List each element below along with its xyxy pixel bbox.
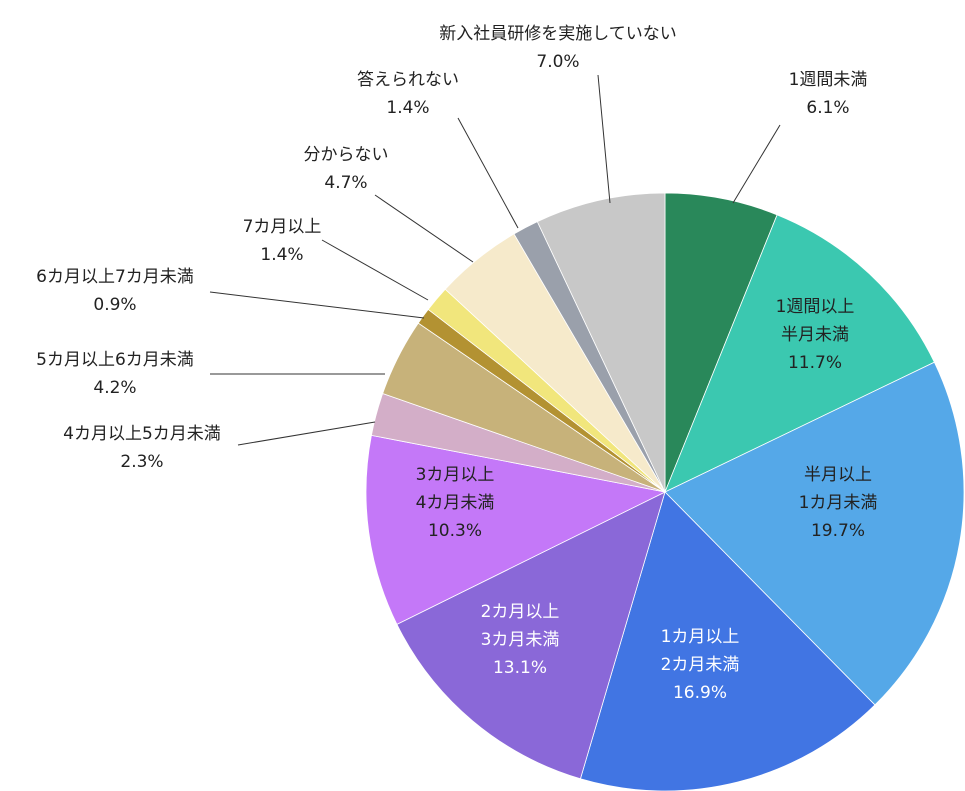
slice-label: 答えられない 1.4% <box>357 70 459 118</box>
slice-labels: 1週間未満 6.1% 1週間以上半月未満 11.7% 半月以上 1カ月未満 19.7% 1カ月… <box>36 24 877 703</box>
leader-line <box>321 239 429 301</box>
slice-value-label: 11.7% <box>788 353 842 373</box>
slice-value-label: 1.4% <box>260 245 303 265</box>
leader-line <box>457 117 519 229</box>
leader-line <box>732 124 781 204</box>
slice-value-label: 19.7% <box>811 521 865 541</box>
slice-category-label: 3カ月未満 <box>481 630 560 650</box>
slice-label: 分からない 4.7% <box>304 145 389 193</box>
slice-label: 6カ月以上7カ月未満 0.9% <box>36 267 194 315</box>
slice-label: 7カ月以上 1.4% <box>243 217 322 265</box>
slice-category-label: 4カ月以上5カ月未満 <box>63 424 221 444</box>
slice-label: 3カ月以上 4カ月未満 10.3% <box>416 465 495 541</box>
slice-category-label: 半月以上 <box>804 465 872 485</box>
slice-value-label: 6.1% <box>806 98 849 118</box>
slice-category-label: 1カ月以上 <box>661 627 740 647</box>
slice-value-label: 16.9% <box>673 683 727 703</box>
slice-value-label: 10.3% <box>428 521 482 541</box>
slice-category-label: 半月未満 <box>781 325 849 345</box>
slice-category-label: 答えられない <box>357 70 459 90</box>
slice-category-label: 3カ月以上 <box>416 465 495 485</box>
slice-value-label: 13.1% <box>493 658 547 678</box>
slice-label: 5カ月以上6カ月未満 4.2% <box>36 350 194 398</box>
pie-slices <box>365 192 965 791</box>
slice-category-label: 7カ月以上 <box>243 217 322 237</box>
slice-value-label: 1.4% <box>386 98 429 118</box>
pie-slice <box>664 214 935 493</box>
slice-category-label: 4カ月未満 <box>416 493 495 513</box>
slice-category-label: 1カ月未満 <box>799 493 878 513</box>
leader-lines <box>209 74 781 446</box>
slice-category-label: 2カ月未満 <box>661 655 740 675</box>
pie-slice <box>536 192 666 493</box>
pie-slice <box>579 491 876 791</box>
slice-label: 1週間未満 6.1% <box>789 70 868 118</box>
slice-label: 半月以上 1カ月未満 19.7% <box>799 465 878 541</box>
pie-slice <box>664 361 965 706</box>
slice-label: 新入社員研修を実施していない 7.0% <box>439 24 677 72</box>
leader-line <box>237 421 376 446</box>
leader-line <box>374 194 474 263</box>
slice-label: 1カ月以上 2カ月未満 16.9% <box>661 627 740 703</box>
slice-category-label: 5カ月以上6カ月未満 <box>36 350 194 370</box>
slice-category-label: 新入社員研修を実施していない <box>439 24 677 44</box>
leader-line <box>597 74 611 204</box>
pie-slice <box>365 434 667 625</box>
slice-value-label: 7.0% <box>536 52 579 72</box>
slice-label: 1週間以上半月未満 11.7% <box>776 297 855 373</box>
leader-line <box>209 291 425 319</box>
slice-label: 4カ月以上5カ月未満 2.3% <box>63 424 221 472</box>
slice-category-label: 6カ月以上7カ月未満 <box>36 267 194 287</box>
slice-category-label: 2カ月以上 <box>481 602 560 622</box>
slice-category-label: 1週間以上 <box>776 297 855 317</box>
slice-label: 2カ月以上 3カ月未満 13.1% <box>481 602 560 678</box>
slice-value-label: 0.9% <box>93 295 136 315</box>
slice-value-label: 4.2% <box>93 378 136 398</box>
pie-slice <box>396 491 666 780</box>
slice-category-label: 分からない <box>304 145 389 165</box>
slice-category-label: 1週間未満 <box>789 70 868 90</box>
slice-value-label: 4.7% <box>324 173 367 193</box>
slice-value-label: 2.3% <box>120 452 163 472</box>
